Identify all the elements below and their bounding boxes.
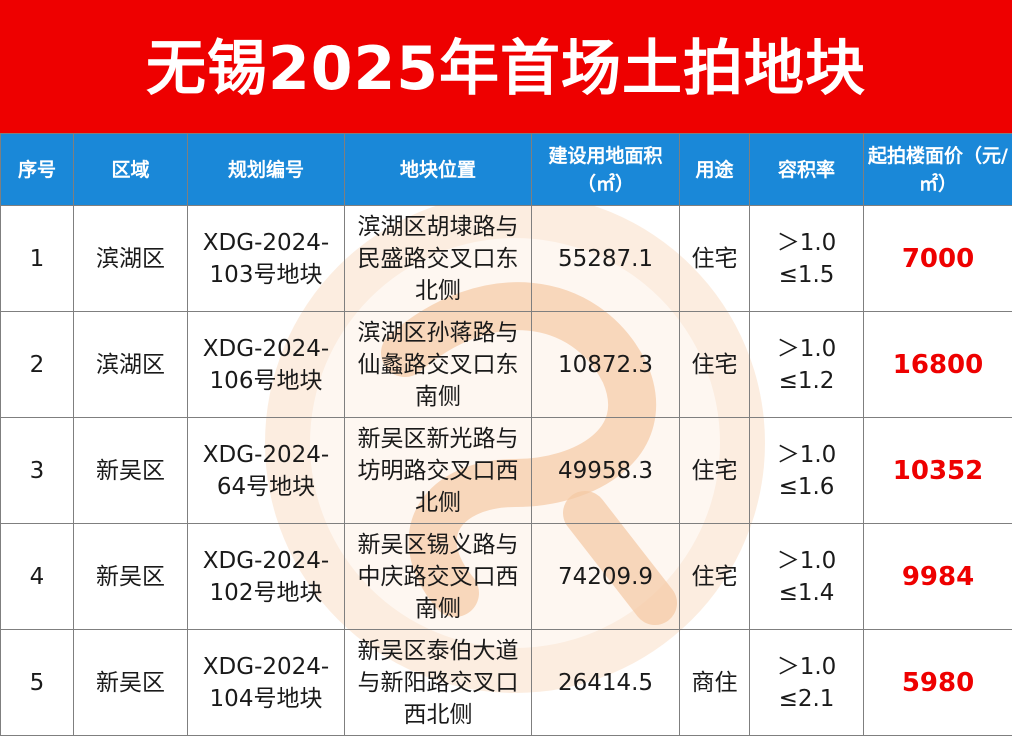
cell-code: XDG-2024-104号地块 (188, 630, 345, 736)
cell-price: 9984 (864, 524, 1012, 630)
cell-location: 滨湖区胡埭路与民盛路交叉口东北侧 (345, 206, 532, 312)
cell-code: XDG-2024-103号地块 (188, 206, 345, 312)
page-title: 无锡2025年首场土拍地块 (146, 20, 866, 107)
header-no: 序号 (1, 134, 74, 206)
cell-district: 新吴区 (74, 524, 188, 630)
cell-district: 新吴区 (74, 418, 188, 524)
cell-far: ＞1.0 ≤1.6 (750, 418, 864, 524)
cell-district: 滨湖区 (74, 312, 188, 418)
cell-code: XDG-2024-64号地块 (188, 418, 345, 524)
cell-use: 住宅 (680, 312, 750, 418)
cell-no: 4 (1, 524, 74, 630)
table-row: 5 新吴区 XDG-2024-104号地块 新吴区泰伯大道与新阳路交叉口西北侧 … (1, 630, 1012, 736)
header-price: 起拍楼面价（元/㎡） (864, 134, 1012, 206)
header-location: 地块位置 (345, 134, 532, 206)
cell-district: 滨湖区 (74, 206, 188, 312)
header-district: 区域 (74, 134, 188, 206)
cell-location: 新吴区锡义路与中庆路交叉口西南侧 (345, 524, 532, 630)
cell-price: 10352 (864, 418, 1012, 524)
cell-code: XDG-2024-102号地块 (188, 524, 345, 630)
cell-use: 住宅 (680, 206, 750, 312)
header-far: 容积率 (750, 134, 864, 206)
cell-location: 新吴区新光路与坊明路交叉口西北侧 (345, 418, 532, 524)
cell-far: ＞1.0 ≤1.2 (750, 312, 864, 418)
table-row: 3 新吴区 XDG-2024-64号地块 新吴区新光路与坊明路交叉口西北侧 49… (1, 418, 1012, 524)
cell-area: 55287.1 (532, 206, 680, 312)
cell-use: 住宅 (680, 524, 750, 630)
cell-area: 49958.3 (532, 418, 680, 524)
table-row: 1 滨湖区 XDG-2024-103号地块 滨湖区胡埭路与民盛路交叉口东北侧 5… (1, 206, 1012, 312)
table-header-row: 序号 区域 规划编号 地块位置 建设用地面积（㎡） 用途 容积率 起拍楼面价（元… (1, 134, 1012, 206)
table-row: 4 新吴区 XDG-2024-102号地块 新吴区锡义路与中庆路交叉口西南侧 7… (1, 524, 1012, 630)
cell-use: 商住 (680, 630, 750, 736)
cell-far: ＞1.0 ≤2.1 (750, 630, 864, 736)
cell-price: 16800 (864, 312, 1012, 418)
cell-price: 7000 (864, 206, 1012, 312)
cell-area: 74209.9 (532, 524, 680, 630)
cell-code: XDG-2024-106号地块 (188, 312, 345, 418)
header-use: 用途 (680, 134, 750, 206)
cell-area: 26414.5 (532, 630, 680, 736)
cell-no: 5 (1, 630, 74, 736)
header-code: 规划编号 (188, 134, 345, 206)
header-area: 建设用地面积（㎡） (532, 134, 680, 206)
cell-district: 新吴区 (74, 630, 188, 736)
cell-area: 10872.3 (532, 312, 680, 418)
cell-price: 5980 (864, 630, 1012, 736)
cell-far: ＞1.0 ≤1.4 (750, 524, 864, 630)
land-table-container: 序号 区域 规划编号 地块位置 建设用地面积（㎡） 用途 容积率 起拍楼面价（元… (0, 133, 1012, 735)
land-table: 序号 区域 规划编号 地块位置 建设用地面积（㎡） 用途 容积率 起拍楼面价（元… (0, 133, 1012, 736)
cell-no: 2 (1, 312, 74, 418)
cell-no: 1 (1, 206, 74, 312)
cell-location: 滨湖区孙蒋路与仙蠡路交叉口东南侧 (345, 312, 532, 418)
cell-location: 新吴区泰伯大道与新阳路交叉口西北侧 (345, 630, 532, 736)
cell-far: ＞1.0 ≤1.5 (750, 206, 864, 312)
cell-use: 住宅 (680, 418, 750, 524)
table-row: 2 滨湖区 XDG-2024-106号地块 滨湖区孙蒋路与仙蠡路交叉口东南侧 1… (1, 312, 1012, 418)
title-banner: 无锡2025年首场土拍地块 (0, 0, 1012, 133)
cell-no: 3 (1, 418, 74, 524)
